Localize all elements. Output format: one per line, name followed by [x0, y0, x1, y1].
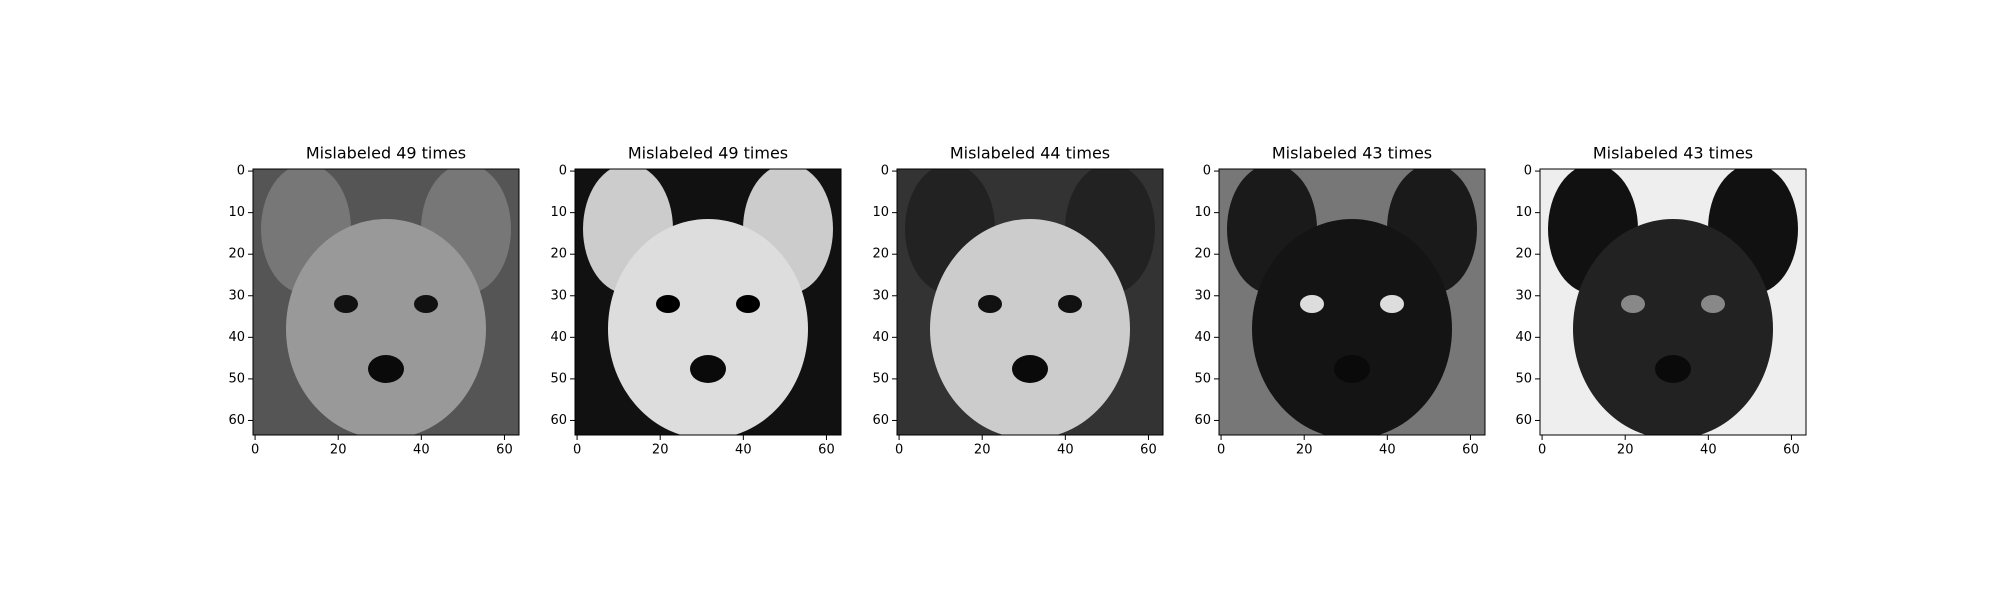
x-tick-label: 60: [1140, 443, 1157, 458]
y-tick-label: 50: [550, 371, 567, 386]
y-tick-label: 20: [1515, 247, 1532, 262]
y-tick-label: 20: [228, 247, 245, 262]
y-tick-label: 60: [872, 413, 889, 428]
subplot-title: Mislabeled 43 times: [1272, 144, 1432, 163]
image-content: [253, 169, 519, 435]
x-tick-label: 60: [818, 443, 835, 458]
eye: [414, 295, 438, 313]
eye: [1300, 295, 1324, 313]
y-tick-label: 30: [872, 288, 889, 303]
x-tick-label: 20: [1617, 443, 1634, 458]
y-tick-label: 0: [559, 164, 567, 179]
y-tick-label: 10: [550, 205, 567, 220]
x-tick-label: 40: [1700, 443, 1717, 458]
axes-frame: [1539, 168, 1807, 436]
y-tick-label: 50: [1515, 371, 1532, 386]
x-tick-label: 40: [413, 443, 430, 458]
image: [253, 169, 519, 435]
eye: [1058, 295, 1082, 313]
nose: [1334, 355, 1370, 383]
face: [930, 219, 1130, 435]
y-tick-label: 40: [550, 330, 567, 345]
y-tick-label: 20: [872, 247, 889, 262]
y-tick-label: 50: [228, 371, 245, 386]
y-tick-label: 0: [881, 164, 889, 179]
y-tick-label: 30: [228, 288, 245, 303]
x-tick-label: 0: [573, 443, 581, 458]
y-tick-label: 30: [1515, 288, 1532, 303]
y-tick-label: 40: [1194, 330, 1211, 345]
x-tick-label: 20: [652, 443, 669, 458]
y-tick-label: 30: [1194, 288, 1211, 303]
eye: [978, 295, 1002, 313]
x-tick-label: 20: [1296, 443, 1313, 458]
subplot-title: Mislabeled 44 times: [950, 144, 1110, 163]
nose: [1012, 355, 1048, 383]
image: [1540, 169, 1806, 435]
x-tick-label: 20: [974, 443, 991, 458]
y-tick-label: 0: [237, 164, 245, 179]
image-content: [1219, 169, 1485, 435]
face: [608, 219, 808, 435]
x-tick-label: 40: [1379, 443, 1396, 458]
face: [1252, 219, 1452, 435]
y-tick-label: 40: [228, 330, 245, 345]
eye: [334, 295, 358, 313]
x-tick-label: 60: [1462, 443, 1479, 458]
y-tick-label: 10: [228, 205, 245, 220]
axes-frame: [896, 168, 1164, 436]
eye: [1701, 295, 1725, 313]
y-tick-label: 60: [1515, 413, 1532, 428]
face: [1573, 219, 1773, 435]
y-tick-label: 50: [1194, 371, 1211, 386]
y-tick-label: 10: [872, 205, 889, 220]
image: [575, 169, 841, 435]
y-tick-label: 40: [872, 330, 889, 345]
image-content: [1540, 169, 1806, 435]
image: [897, 169, 1163, 435]
subplot-title: Mislabeled 49 times: [628, 144, 788, 163]
eye: [656, 295, 680, 313]
subplot-title: Mislabeled 43 times: [1593, 144, 1753, 163]
y-tick-label: 40: [1515, 330, 1532, 345]
y-tick-label: 10: [1194, 205, 1211, 220]
y-tick-label: 60: [550, 413, 567, 428]
x-tick-label: 60: [1783, 443, 1800, 458]
x-tick-label: 0: [895, 443, 903, 458]
y-tick-label: 60: [228, 413, 245, 428]
eye: [736, 295, 760, 313]
axes-frame: [1218, 168, 1486, 436]
x-tick-label: 0: [1538, 443, 1546, 458]
nose: [1655, 355, 1691, 383]
y-tick-label: 60: [1194, 413, 1211, 428]
subplot-title: Mislabeled 49 times: [306, 144, 466, 163]
y-tick-label: 0: [1524, 164, 1532, 179]
y-tick-label: 0: [1203, 164, 1211, 179]
image: [1219, 169, 1485, 435]
eye: [1380, 295, 1404, 313]
x-tick-label: 20: [330, 443, 347, 458]
y-tick-label: 20: [550, 247, 567, 262]
axes-frame: [574, 168, 842, 436]
x-tick-label: 0: [251, 443, 259, 458]
x-tick-label: 40: [1057, 443, 1074, 458]
y-tick-label: 10: [1515, 205, 1532, 220]
face: [286, 219, 486, 435]
image-content: [575, 169, 841, 435]
y-tick-label: 30: [550, 288, 567, 303]
x-tick-label: 40: [735, 443, 752, 458]
nose: [690, 355, 726, 383]
y-tick-label: 50: [872, 371, 889, 386]
axes-frame: [252, 168, 520, 436]
eye: [1621, 295, 1645, 313]
x-tick-label: 60: [496, 443, 513, 458]
nose: [368, 355, 404, 383]
x-tick-label: 0: [1217, 443, 1225, 458]
image-content: [897, 169, 1163, 435]
y-tick-label: 20: [1194, 247, 1211, 262]
